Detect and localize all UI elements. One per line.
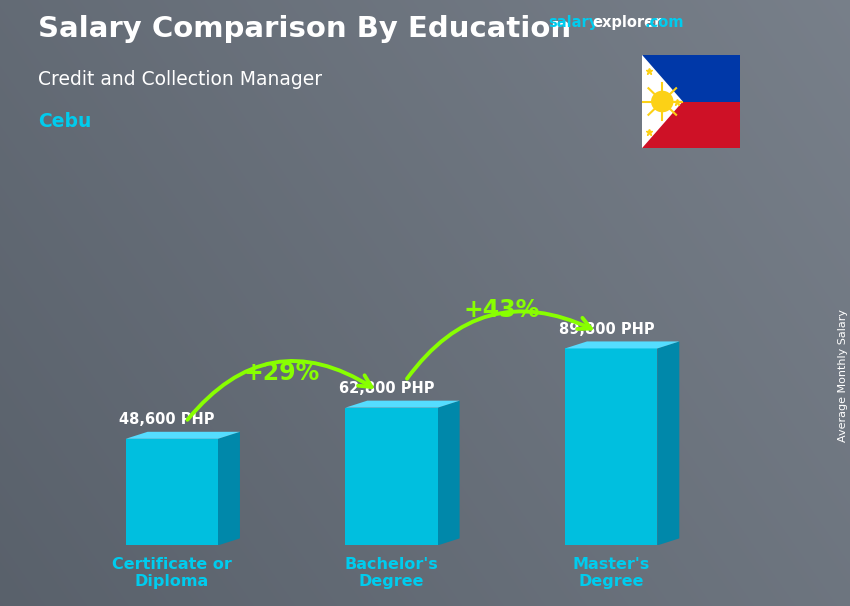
Text: explorer: explorer — [592, 15, 662, 30]
Text: +43%: +43% — [463, 298, 540, 322]
Polygon shape — [126, 432, 240, 439]
Text: Cebu: Cebu — [38, 112, 92, 131]
Polygon shape — [565, 348, 657, 545]
Polygon shape — [657, 341, 679, 545]
Text: +29%: +29% — [244, 361, 320, 385]
Polygon shape — [642, 55, 683, 148]
Text: .com: .com — [644, 15, 683, 30]
Text: Average Monthly Salary: Average Monthly Salary — [838, 309, 848, 442]
Text: 89,800 PHP: 89,800 PHP — [558, 322, 654, 336]
Polygon shape — [345, 408, 438, 545]
Polygon shape — [565, 341, 679, 348]
Bar — [642, 101, 740, 148]
Polygon shape — [126, 439, 218, 545]
Text: Credit and Collection Manager: Credit and Collection Manager — [38, 70, 322, 88]
Circle shape — [651, 91, 673, 112]
Bar — [642, 55, 740, 101]
Text: 62,800 PHP: 62,800 PHP — [339, 381, 434, 396]
Polygon shape — [345, 401, 460, 408]
Text: Salary Comparison By Education: Salary Comparison By Education — [38, 15, 571, 43]
Text: 48,600 PHP: 48,600 PHP — [120, 412, 215, 427]
Polygon shape — [218, 432, 240, 545]
Polygon shape — [438, 401, 460, 545]
Text: salary: salary — [548, 15, 598, 30]
